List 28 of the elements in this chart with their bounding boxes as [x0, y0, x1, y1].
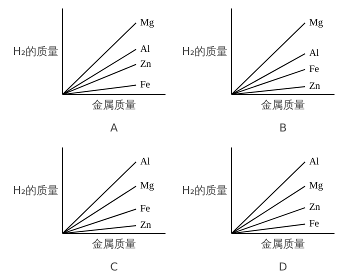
x-axis-title: 金属质量: [92, 98, 136, 112]
series-label: Fe: [140, 80, 151, 91]
series-label: Fe: [309, 218, 320, 230]
text: B: [279, 122, 287, 134]
series-label: Zn: [140, 58, 152, 70]
series-label: Mg: [140, 180, 154, 192]
series-label: Zn: [309, 202, 320, 214]
series-label: Mg: [309, 17, 323, 28]
series-label: Zn: [309, 81, 320, 92]
series-label: Fe: [309, 64, 320, 75]
text: C: [110, 260, 118, 274]
series-label: Al: [140, 156, 150, 168]
series-label: Fe: [140, 204, 151, 215]
y-axis-title: H₂的质量: [182, 184, 228, 197]
series-label: Zn: [140, 220, 152, 232]
text: A: [110, 122, 118, 134]
y-axis-title: H₂的质量: [12, 184, 59, 197]
series-label: Al: [309, 156, 320, 168]
y-axis-title: H₂的质量: [182, 45, 228, 58]
series-label: Al: [140, 44, 150, 55]
x-axis-title: 金属质量: [261, 238, 305, 250]
y-axis-title: H₂的质量: [12, 45, 59, 58]
x-axis-title: 金属质量: [92, 238, 136, 250]
series-label: Mg: [140, 17, 154, 28]
series-label: Mg: [309, 180, 323, 192]
series-label: Al: [309, 48, 320, 60]
text: D: [278, 260, 288, 274]
x-axis-title: 金属质量: [261, 98, 305, 112]
